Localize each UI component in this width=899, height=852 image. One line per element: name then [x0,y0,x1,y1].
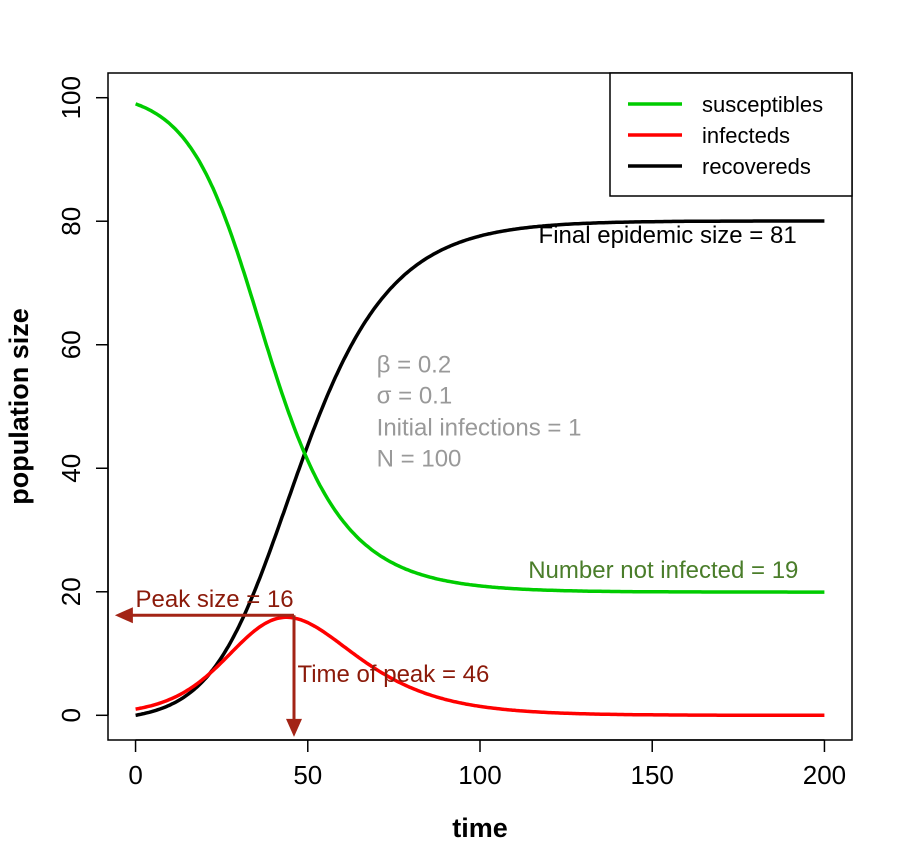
legend-label-susceptibles: susceptibles [702,92,823,117]
annotation-params_init: Initial infections = 1 [377,415,582,442]
annotation-final_size: Final epidemic size = 81 [539,222,797,249]
annotation-time_of_peak: Time of peak = 46 [297,661,489,688]
annotation-params_n: N = 100 [377,445,462,472]
y-tick-label: 40 [56,454,86,483]
y-tick-label: 60 [56,330,86,359]
time-of-peak-arrowhead [286,718,302,737]
legend-label-recovereds: recovereds [702,154,811,179]
annotations: β = 0.2 σ = 0.1 Initial infections = 1 N = … [136,222,799,688]
plot-lines [135,102,825,718]
legend-label-infecteds: infecteds [702,123,790,148]
x-tick-label: 50 [293,760,322,790]
y-axis-title: population size [4,308,34,505]
series-line-recovereds [135,219,825,718]
x-axis: 0 50 100 150 200 [128,739,846,790]
y-axis: 0 20 40 60 80 100 [56,76,109,723]
peak-markers [114,607,302,737]
y-tick-label: 80 [56,207,86,236]
annotation-params_beta: β = 0.2 [377,352,452,379]
x-tick-label: 100 [458,760,501,790]
x-tick-label: 0 [128,760,142,790]
series-line-infecteds [135,615,825,718]
y-tick-label: 100 [56,76,86,119]
y-tick-label: 20 [56,577,86,606]
y-tick-label: 0 [56,708,86,722]
annotation-params_sigma: σ = 0.1 [377,382,453,409]
x-tick-label: 150 [631,760,674,790]
peak-size-arrowhead [114,607,133,624]
x-tick-label: 200 [803,760,846,790]
annotation-peak_size: Peak size = 16 [136,586,294,613]
annotation-not_infected: Number not infected = 19 [528,557,798,584]
legend: susceptibles infecteds recovereds [609,72,853,197]
series-line-susceptibles [135,102,825,594]
x-axis-title: time [452,813,508,843]
